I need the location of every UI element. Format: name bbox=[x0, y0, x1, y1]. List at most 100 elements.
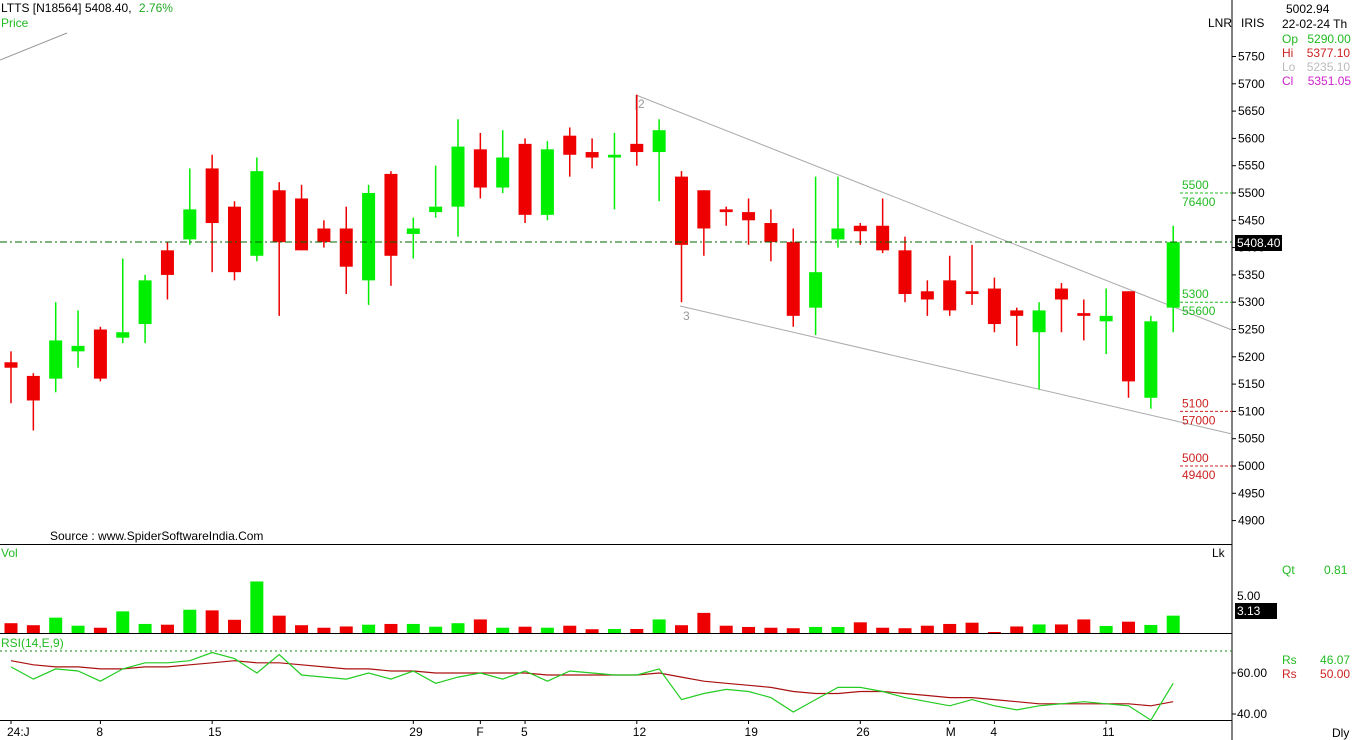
candle bbox=[1099, 288, 1113, 355]
volume-bar bbox=[272, 615, 286, 633]
symbol-label: LTTS [N18564] bbox=[1, 1, 82, 15]
candle bbox=[339, 206, 353, 295]
volume-bar bbox=[876, 627, 890, 633]
volume-bar bbox=[675, 625, 688, 633]
lower-wedge-trendline bbox=[679, 305, 1233, 435]
volume-bar bbox=[719, 625, 733, 633]
price-axis-tick-label: 5550 bbox=[1238, 159, 1265, 173]
volume-bar bbox=[742, 626, 756, 633]
candle bbox=[183, 168, 197, 245]
date-axis-label: 11 bbox=[1102, 725, 1115, 739]
volume-bars bbox=[4, 581, 1180, 633]
rs2-value: 50.00 bbox=[1320, 667, 1351, 681]
volume-bar bbox=[943, 623, 957, 633]
candle-body bbox=[250, 171, 264, 256]
volume-bar bbox=[384, 623, 398, 633]
candle bbox=[496, 130, 510, 193]
candle-body bbox=[138, 280, 152, 325]
info-top-value: 5002.94 bbox=[1286, 2, 1330, 16]
candle-body bbox=[607, 154, 621, 158]
level-price: 5100 bbox=[1182, 396, 1209, 410]
date-axis-label: 19 bbox=[745, 725, 759, 739]
volume-bar bbox=[563, 625, 577, 633]
candle bbox=[764, 209, 778, 262]
volume-bar bbox=[183, 609, 197, 633]
candle bbox=[250, 157, 264, 262]
candle-body bbox=[1144, 321, 1158, 398]
candle-body bbox=[920, 291, 934, 300]
volume-bar bbox=[898, 628, 912, 633]
candle-body bbox=[317, 228, 331, 243]
volume-bar bbox=[339, 626, 353, 633]
candle-body bbox=[965, 291, 979, 295]
candle bbox=[607, 132, 621, 210]
candle bbox=[406, 217, 420, 259]
candle-body bbox=[49, 340, 63, 379]
wave-label-2: 2 bbox=[638, 97, 645, 111]
volume-bar bbox=[630, 628, 644, 633]
price-axis-tick-label: 5450 bbox=[1238, 213, 1265, 227]
rs1-readout: Rs 46.07 bbox=[1282, 653, 1350, 667]
rs2-readout: Rs 50.00 bbox=[1282, 667, 1350, 681]
date-axis-label: 29 bbox=[409, 725, 423, 739]
source-text: Source : www.SpiderSoftwareIndia.Com bbox=[50, 529, 263, 543]
price-series-label: Price bbox=[1, 16, 29, 30]
volume-bar bbox=[853, 622, 867, 633]
volume-bar bbox=[585, 629, 599, 633]
info-open: Op 5290.00 bbox=[1282, 32, 1351, 46]
candle-body bbox=[742, 212, 756, 221]
candle-body bbox=[585, 152, 599, 158]
candle-body bbox=[898, 250, 912, 295]
vol-scale-label: Lk bbox=[1212, 546, 1226, 560]
candle-body bbox=[384, 173, 398, 256]
candle bbox=[920, 280, 934, 316]
candle bbox=[228, 201, 241, 281]
candle-body bbox=[26, 375, 40, 401]
candle bbox=[675, 171, 688, 303]
volume-bar bbox=[4, 623, 18, 633]
candle bbox=[630, 94, 644, 166]
info-day: Th bbox=[1333, 17, 1348, 31]
volume-bar bbox=[965, 622, 979, 633]
candle-body bbox=[809, 272, 823, 308]
volume-bar bbox=[518, 626, 532, 633]
candle bbox=[205, 154, 219, 273]
candle bbox=[473, 132, 487, 199]
level-quantity: 57000 bbox=[1182, 413, 1216, 427]
price-axis-tick-label: 5300 bbox=[1238, 295, 1265, 309]
candle bbox=[26, 373, 40, 431]
candle bbox=[1054, 283, 1068, 333]
candle bbox=[987, 277, 1001, 333]
volume-bar bbox=[295, 625, 309, 633]
date-axis-label: 4 bbox=[990, 725, 997, 739]
volume-bar bbox=[473, 619, 487, 633]
candles-layer bbox=[4, 94, 1180, 431]
rs2-label: Rs bbox=[1282, 667, 1297, 681]
candle-body bbox=[786, 242, 800, 316]
date-axis: 24:J 8 15 29 F 5 12 19 26 M 4 11 bbox=[7, 720, 1115, 739]
candle bbox=[853, 223, 867, 245]
candle bbox=[742, 198, 756, 245]
high-value: 5377.10 bbox=[1306, 46, 1351, 60]
candle-body bbox=[1054, 288, 1068, 300]
candle bbox=[697, 190, 711, 256]
date-axis-label: 12 bbox=[633, 725, 647, 739]
candle-body bbox=[272, 190, 286, 243]
vol-label: Vol bbox=[1, 546, 18, 560]
candle bbox=[317, 220, 331, 248]
candle-body bbox=[853, 225, 867, 232]
volume-bar bbox=[49, 617, 63, 633]
candle-body bbox=[339, 228, 353, 267]
iris-button[interactable]: IRIS bbox=[1241, 16, 1265, 30]
rsi-tick-40: 40.00 bbox=[1237, 707, 1267, 721]
lnr-button[interactable]: LNR bbox=[1208, 16, 1233, 30]
candle-body bbox=[1010, 310, 1024, 316]
vol-current-tag-bg bbox=[1235, 603, 1277, 619]
volume-bar bbox=[1054, 624, 1068, 633]
candle-body bbox=[295, 198, 309, 251]
candle bbox=[719, 206, 733, 226]
volume-bar bbox=[809, 626, 823, 633]
candle-body bbox=[943, 280, 957, 311]
qt-readout: Qt 0.81 bbox=[1282, 563, 1347, 577]
timeframe-label[interactable]: Dly bbox=[1332, 726, 1350, 740]
